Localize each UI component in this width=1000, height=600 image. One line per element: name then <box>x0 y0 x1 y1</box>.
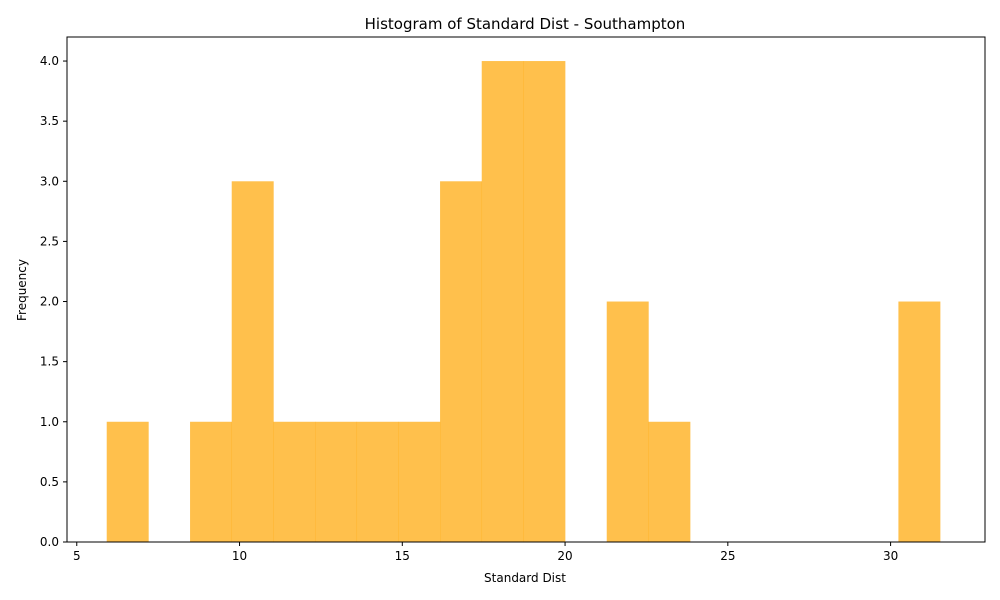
histogram-bar <box>106 421 149 542</box>
y-tick-label: 1.5 <box>40 355 59 369</box>
x-tick-label: 30 <box>883 549 898 563</box>
histogram-bar <box>356 421 399 542</box>
y-axis-label: Frequency <box>15 259 29 321</box>
y-tick-label: 2.5 <box>40 234 59 248</box>
histogram-bar <box>481 61 524 543</box>
x-axis-label: Standard Dist <box>484 571 566 585</box>
y-tick-label: 1.0 <box>40 415 59 429</box>
y-tick-label: 3.5 <box>40 114 59 128</box>
histogram-bar <box>190 421 233 542</box>
histogram-bar <box>523 61 566 543</box>
histogram-bar <box>440 181 483 543</box>
x-tick-label: 20 <box>557 549 572 563</box>
y-axis-ticks: 0.0 0.5 1.0 1.5 2.0 2.5 3.0 3.5 4.0 <box>40 54 67 549</box>
histogram-bar <box>648 421 691 542</box>
bars-group <box>106 61 941 543</box>
chart-title: Histogram of Standard Dist - Southampton <box>365 15 686 33</box>
y-tick-label: 4.0 <box>40 54 59 68</box>
x-tick-label: 10 <box>232 549 247 563</box>
histogram-bar <box>273 421 316 542</box>
histogram-bar <box>398 421 441 542</box>
y-tick-label: 0.5 <box>40 475 59 489</box>
y-tick-label: 3.0 <box>40 174 59 188</box>
x-axis-ticks: 5 10 15 20 25 30 <box>73 542 898 563</box>
histogram-bar <box>898 301 941 542</box>
x-tick-label: 5 <box>73 549 81 563</box>
x-tick-label: 25 <box>720 549 735 563</box>
y-tick-label: 0.0 <box>40 535 59 549</box>
y-tick-label: 2.0 <box>40 295 59 309</box>
histogram-bar <box>606 301 649 542</box>
plot-frame <box>66 36 986 543</box>
histogram-bar <box>315 421 358 542</box>
histogram-bar <box>231 181 274 543</box>
x-tick-label: 15 <box>395 549 410 563</box>
